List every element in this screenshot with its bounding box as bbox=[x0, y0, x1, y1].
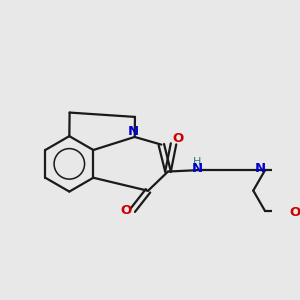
Text: H: H bbox=[193, 158, 201, 167]
Text: O: O bbox=[120, 204, 131, 217]
Text: O: O bbox=[289, 206, 300, 219]
Text: O: O bbox=[172, 132, 183, 145]
Text: N: N bbox=[192, 162, 203, 175]
Text: N: N bbox=[128, 125, 139, 139]
Text: N: N bbox=[254, 162, 266, 175]
